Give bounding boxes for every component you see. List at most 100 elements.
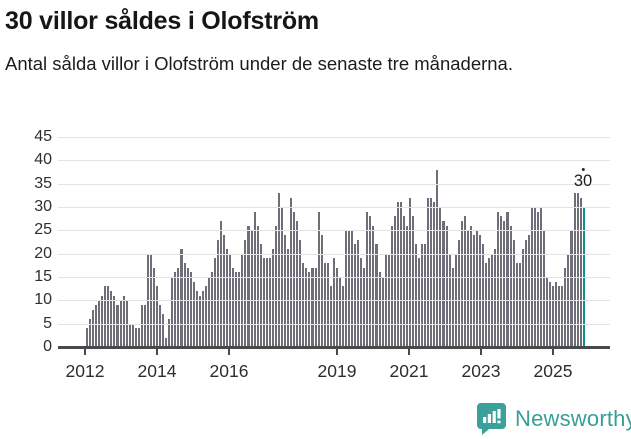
bar	[131, 323, 134, 347]
y-axis-tick-label: 30	[34, 198, 52, 215]
bar	[509, 225, 512, 347]
gridline	[58, 183, 610, 185]
bar	[555, 281, 558, 347]
bar	[427, 197, 430, 347]
bar	[268, 258, 271, 347]
bar	[457, 239, 460, 347]
x-axis-tick	[336, 348, 338, 355]
bar	[128, 323, 131, 347]
bar	[265, 258, 268, 347]
chart-subtitle: Antal sålda villor i Olofström under de …	[5, 53, 513, 74]
bar	[192, 281, 195, 347]
bar	[399, 202, 402, 347]
bar	[430, 197, 433, 347]
x-axis-tick-label: 2025	[533, 361, 573, 381]
bar	[576, 193, 579, 347]
bar	[223, 235, 226, 347]
bar	[393, 216, 396, 347]
bar	[296, 221, 299, 347]
bar	[174, 272, 177, 347]
bar	[521, 249, 524, 347]
bar	[479, 235, 482, 347]
bar	[284, 235, 287, 347]
bar	[180, 249, 183, 347]
bar	[198, 295, 201, 347]
bar	[396, 202, 399, 347]
y-axis-tick-label: 40	[34, 151, 52, 169]
bar	[488, 258, 491, 347]
bar	[369, 216, 372, 347]
bar	[271, 249, 274, 347]
page-title: 30 villor såldes i Olofström	[5, 7, 319, 35]
bar	[485, 263, 488, 347]
y-axis-tick-label: 25	[34, 221, 52, 239]
bar	[104, 286, 107, 347]
x-axis-tick-label: 2021	[389, 361, 429, 381]
x-axis-line	[58, 346, 610, 349]
y-axis-tick-label: 0	[43, 338, 52, 355]
bar	[153, 267, 156, 347]
gridline	[58, 160, 610, 162]
bar	[402, 216, 405, 347]
x-axis-tick	[408, 348, 410, 355]
bars-row	[86, 137, 585, 347]
bar	[137, 328, 140, 347]
bar	[335, 267, 338, 347]
bar	[469, 225, 472, 347]
bar	[418, 258, 421, 347]
plot-area	[58, 137, 610, 349]
bar	[442, 221, 445, 347]
bar	[472, 235, 475, 347]
bar	[415, 244, 418, 347]
bar	[549, 281, 552, 347]
newsworthy-logo: Newsworthy	[476, 402, 631, 435]
bar	[482, 244, 485, 347]
bar	[213, 258, 217, 347]
bar	[357, 239, 360, 347]
bar	[302, 263, 305, 347]
bar	[503, 221, 506, 347]
bar	[140, 305, 143, 347]
bar	[113, 295, 116, 347]
bar	[326, 263, 329, 347]
bar	[244, 239, 247, 347]
gridline	[58, 300, 610, 302]
bar	[344, 230, 348, 347]
bar	[317, 211, 320, 347]
bar	[305, 267, 308, 347]
bar	[92, 309, 95, 347]
bar	[518, 263, 521, 347]
bar	[134, 328, 137, 347]
bar	[527, 235, 530, 347]
bar	[122, 295, 125, 347]
brand-name: Newsworthy	[515, 405, 631, 431]
bar	[183, 263, 186, 347]
bar	[262, 258, 265, 347]
x-axis-tick	[156, 348, 158, 355]
bar	[116, 305, 119, 347]
bar	[168, 319, 171, 347]
bar	[494, 249, 497, 347]
bar	[171, 277, 174, 347]
bar	[564, 267, 567, 347]
bar	[360, 258, 363, 347]
bar	[436, 169, 439, 347]
bar	[220, 221, 223, 347]
speech-bubble-bar-chart-icon	[476, 402, 507, 435]
bar	[107, 286, 110, 347]
x-axis-tick	[480, 348, 482, 355]
bar	[536, 211, 539, 347]
bar	[524, 239, 527, 347]
bar	[354, 244, 357, 347]
bar	[89, 319, 92, 347]
annotation-dot-icon	[581, 168, 585, 171]
bar	[238, 272, 241, 347]
bar	[500, 216, 503, 347]
bar	[189, 272, 192, 347]
bar	[226, 249, 229, 347]
bar	[143, 305, 146, 347]
bar	[348, 230, 351, 347]
bar	[424, 244, 427, 347]
bar	[552, 286, 555, 347]
bar	[561, 286, 564, 347]
